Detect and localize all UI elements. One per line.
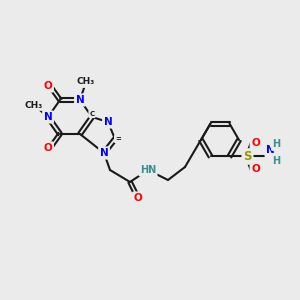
- Text: C: C: [89, 111, 94, 117]
- Text: S: S: [243, 150, 252, 163]
- Text: H: H: [272, 157, 281, 166]
- Text: N: N: [266, 146, 275, 155]
- Text: CH₃: CH₃: [77, 77, 95, 86]
- Text: N: N: [44, 112, 52, 122]
- Text: H: H: [272, 140, 281, 149]
- Text: O: O: [44, 81, 52, 91]
- Text: =: =: [115, 136, 121, 142]
- Text: N: N: [76, 95, 84, 105]
- Text: O: O: [251, 139, 260, 148]
- Text: CH₃: CH₃: [25, 100, 43, 109]
- Text: HN: HN: [140, 165, 156, 175]
- Text: N: N: [103, 117, 112, 127]
- Text: O: O: [44, 143, 52, 153]
- Text: N: N: [100, 148, 108, 158]
- Text: O: O: [134, 193, 142, 203]
- Text: O: O: [251, 164, 260, 175]
